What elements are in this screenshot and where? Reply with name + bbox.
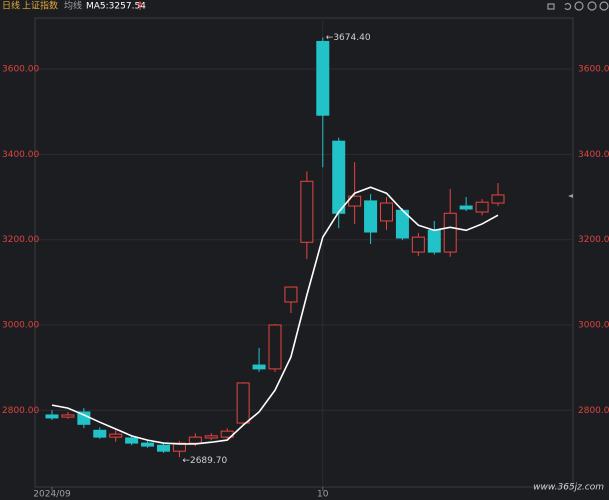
candle-body [204,435,218,439]
candle-body [188,436,202,444]
candle-body [236,382,250,424]
y2-tick-label: 3400.00 [578,150,609,160]
ma-trend-arrow [137,1,143,10]
candle-body [475,201,489,213]
candle-body [93,429,107,438]
plot-frame [34,17,574,488]
ma-label: MA5:3257.54 [86,2,146,12]
index-name[interactable]: 上证指数 [22,0,58,12]
candle-body [380,202,393,222]
low-label: ←2689.70 [182,456,227,466]
high-label: ←3674.40 [326,33,371,43]
y-tick-label: 3200.00 [2,235,39,245]
candle-body [316,40,330,116]
candle-body [284,286,298,303]
candle-body [157,444,170,452]
candle-body [427,229,441,253]
candle-body [364,200,378,233]
candle-body [45,414,59,419]
toolbar-icons[interactable] [547,1,609,11]
period-tab[interactable]: 日线 [2,0,20,12]
y-tick-label: 3600.00 [2,65,39,75]
candle-body [125,437,139,444]
ma-line [51,186,499,445]
candle-body [443,212,457,253]
candle-body [61,414,75,418]
price-pointer [568,194,573,198]
candle-body [491,194,505,204]
candle-body [459,205,473,210]
x-tick-label: 10 [317,490,329,500]
candle-body [141,442,155,447]
y2-tick-label: 3600.00 [578,65,609,75]
y-tick-label: 3000.00 [2,320,39,330]
zoom-in-icon[interactable] [574,1,584,11]
settings-icon[interactable] [599,1,609,11]
candle-body [411,236,425,253]
undo-icon[interactable] [564,2,572,11]
ma-menu[interactable]: 均线 [64,0,82,12]
candle-body [172,442,186,452]
lock-icon[interactable] [547,3,555,10]
zoom-out-icon[interactable] [587,1,597,11]
x-tick-label: 2024/09 [33,490,71,500]
candle-body [252,364,266,370]
candle-body [332,140,346,214]
candle-body [109,433,123,438]
y-tick-label: 3400.00 [2,150,39,160]
y2-tick-label: 2800.00 [578,406,609,416]
watermark: www.365jz.com [533,483,604,493]
y2-tick-label: 3000.00 [578,320,609,330]
y2-tick-label: 3200.00 [578,235,609,245]
y-tick-label: 2800.00 [2,406,39,416]
candle-body [268,324,282,370]
candle-body [300,180,314,243]
